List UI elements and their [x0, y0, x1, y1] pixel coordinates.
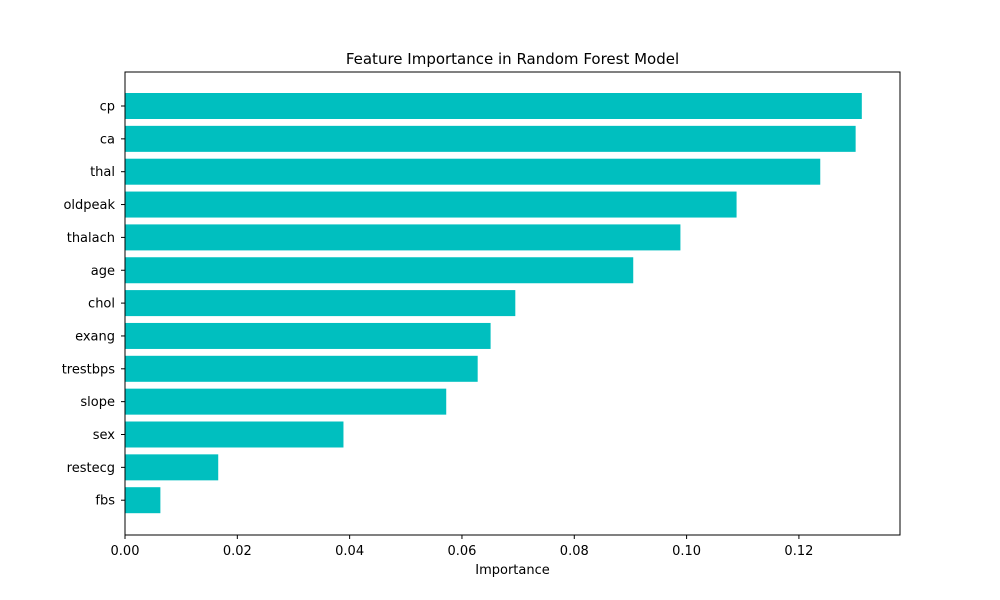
- y-tick-label: age: [91, 264, 115, 279]
- x-tick-label: 0.08: [560, 544, 589, 559]
- bar-sex: [125, 421, 344, 448]
- bar-trestbps: [125, 355, 478, 382]
- bar-ca: [125, 125, 856, 152]
- y-tick-label: thalach: [67, 231, 115, 246]
- bar-slope: [125, 388, 447, 415]
- bar-oldpeak: [125, 191, 737, 218]
- x-axis-title: Importance: [475, 563, 550, 578]
- bar-thal: [125, 158, 821, 185]
- y-tick-label: cp: [100, 100, 115, 115]
- y-tick-label: exang: [75, 329, 115, 344]
- y-tick-label: thal: [90, 165, 115, 180]
- bar-restecg: [125, 454, 219, 481]
- bar-thalach: [125, 224, 681, 251]
- y-tick-label: trestbps: [62, 362, 116, 377]
- y-tick-label: slope: [80, 395, 115, 410]
- bar-cp: [125, 93, 862, 119]
- x-tick-label: 0.06: [447, 544, 476, 559]
- y-axis: cp ca thal oldpeak thalach age chol exang trestb…: [62, 100, 125, 509]
- y-tick-label: ca: [100, 132, 115, 147]
- x-tick-label: 0.00: [111, 544, 140, 559]
- x-tick-label: 0.02: [223, 544, 252, 559]
- y-tick-label: fbs: [95, 494, 115, 509]
- x-axis: 0.00 0.02 0.04 0.06 0.08 0.10 0.12: [111, 535, 813, 559]
- y-tick-label: chol: [88, 297, 115, 312]
- bar-exang: [125, 322, 491, 349]
- y-tick-label: sex: [93, 428, 116, 443]
- bars-layer: [125, 93, 862, 514]
- x-tick-label: 0.10: [672, 544, 701, 559]
- x-tick-label: 0.04: [335, 544, 364, 559]
- bar-age: [125, 257, 634, 284]
- bar-fbs: [125, 487, 161, 514]
- y-tick-label: restecg: [67, 461, 115, 476]
- y-tick-label: oldpeak: [63, 198, 115, 213]
- chart-title: Feature Importance in Random Forest Mode…: [346, 50, 679, 68]
- x-tick-label: 0.12: [784, 544, 813, 559]
- bar-chol: [125, 290, 516, 317]
